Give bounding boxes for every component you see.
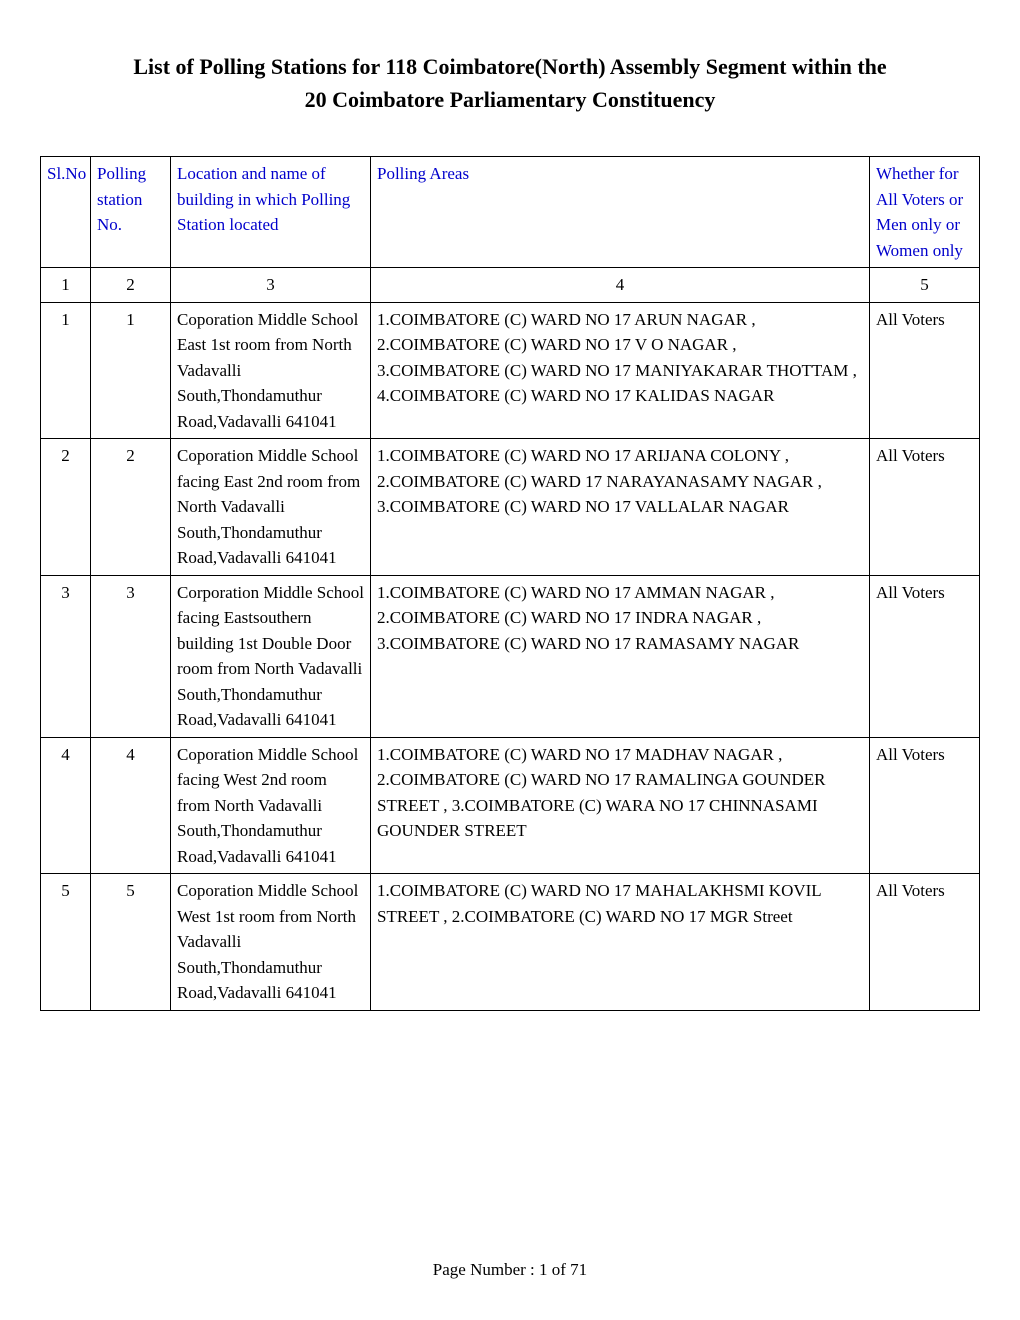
cell-station-no: 2 [91, 439, 171, 576]
cell-station-no: 4 [91, 737, 171, 874]
header-whether: Whether for All Voters or Men only or Wo… [870, 157, 980, 268]
cell-location: Corporation Middle School facing Eastsou… [171, 575, 371, 737]
cell-whether: All Voters [870, 575, 980, 737]
table-row: 4 4 Coporation Middle School facing West… [41, 737, 980, 874]
cell-slno: 2 [41, 439, 91, 576]
header-areas: Polling Areas [371, 157, 870, 268]
header-location: Location and name of building in which P… [171, 157, 371, 268]
table-row: 5 5 Coporation Middle School West 1st ro… [41, 874, 980, 1011]
cell-location: Coporation Middle School East 1st room f… [171, 302, 371, 439]
table-row: 3 3 Corporation Middle School facing Eas… [41, 575, 980, 737]
page-footer: Page Number : 1 of 71 [0, 1260, 1020, 1280]
header-slno: Sl.No [41, 157, 91, 268]
cell-areas: 1.COIMBATORE (C) WARD NO 17 ARIJANA COLO… [371, 439, 870, 576]
cell-station-no: 5 [91, 874, 171, 1011]
title-line-1: List of Polling Stations for 118 Coimbat… [40, 50, 980, 83]
title-line-2: 20 Coimbatore Parliamentary Constituency [40, 83, 980, 116]
cell-slno: 5 [41, 874, 91, 1011]
cell-slno: 3 [41, 575, 91, 737]
cell-location: Coporation Middle School West 1st room f… [171, 874, 371, 1011]
cell-slno: 1 [41, 302, 91, 439]
table-header-row: Sl.No Polling station No. Location and n… [41, 157, 980, 268]
cell-whether: All Voters [870, 874, 980, 1011]
cell-station-no: 3 [91, 575, 171, 737]
cell-areas: 1.COIMBATORE (C) WARD NO 17 ARUN NAGAR ,… [371, 302, 870, 439]
cell-location: Coporation Middle School facing West 2nd… [171, 737, 371, 874]
cell-whether: All Voters [870, 737, 980, 874]
cell-slno: 4 [41, 737, 91, 874]
table-row: 2 2 Coporation Middle School facing East… [41, 439, 980, 576]
colnum-1: 1 [41, 268, 91, 303]
colnum-2: 2 [91, 268, 171, 303]
cell-station-no: 1 [91, 302, 171, 439]
cell-location: Coporation Middle School facing East 2nd… [171, 439, 371, 576]
table-row: 1 1 Coporation Middle School East 1st ro… [41, 302, 980, 439]
header-station-no: Polling station No. [91, 157, 171, 268]
cell-areas: 1.COIMBATORE (C) WARD NO 17 MADHAV NAGAR… [371, 737, 870, 874]
cell-whether: All Voters [870, 439, 980, 576]
column-number-row: 1 2 3 4 5 [41, 268, 980, 303]
cell-areas: 1.COIMBATORE (C) WARD NO 17 MAHALAKHSMI … [371, 874, 870, 1011]
colnum-3: 3 [171, 268, 371, 303]
colnum-5: 5 [870, 268, 980, 303]
cell-areas: 1.COIMBATORE (C) WARD NO 17 AMMAN NAGAR … [371, 575, 870, 737]
polling-stations-table: Sl.No Polling station No. Location and n… [40, 156, 980, 1011]
colnum-4: 4 [371, 268, 870, 303]
document-title: List of Polling Stations for 118 Coimbat… [40, 50, 980, 116]
cell-whether: All Voters [870, 302, 980, 439]
